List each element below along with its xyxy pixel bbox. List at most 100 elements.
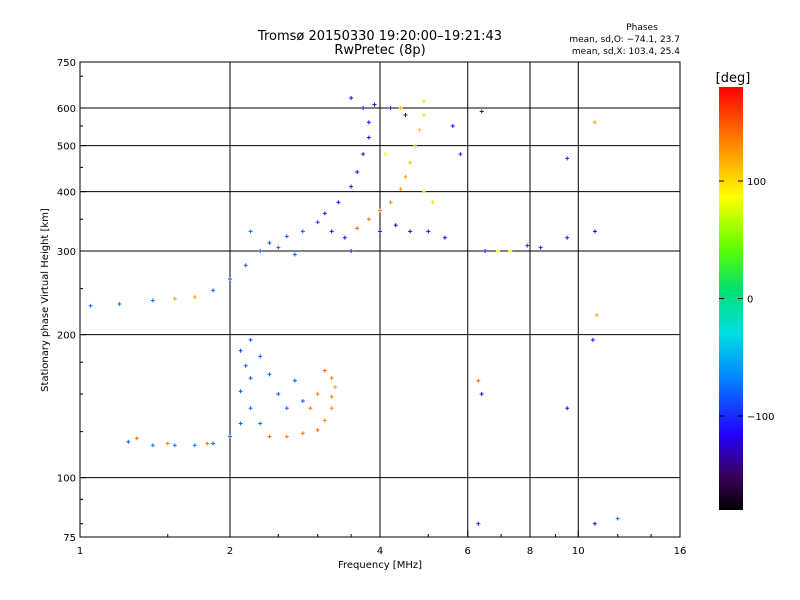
data-point [378,229,382,234]
data-point [117,302,122,306]
grid-lines [80,62,680,537]
phase-annotation-o: mean, sd,O: −74.1, 23.7 [569,35,680,45]
y-tick-label: 500 [57,142,76,153]
data-point [243,363,248,368]
colorbar-ticks: 100 0 −100 [719,177,774,423]
colorbar-tick-label: 100 [747,177,766,188]
data-point [300,229,305,234]
x-tick-label: 2 [227,546,233,557]
data-point [349,184,354,189]
data-point [349,96,354,100]
data-point [592,120,597,125]
data-point [378,208,382,213]
data-point [383,152,388,157]
y-tick-label: 600 [57,104,76,115]
data-point [238,348,243,353]
data-point [248,376,253,381]
data-point [165,441,170,446]
data-point [211,288,216,293]
x-tick-label: 6 [465,546,471,557]
data-point [479,109,484,114]
data-point [421,99,426,104]
y-axis-ticks: 75 100 200 300 400 500 600 750 [57,58,86,544]
data-point [615,516,620,521]
data-point [483,249,488,253]
data-point [192,443,197,448]
data-point [476,521,481,526]
data-point [565,235,570,240]
data-point [150,298,155,303]
data-point [258,421,263,426]
data-points [88,96,620,526]
data-point [267,240,272,245]
phase-annotation-x: mean, sd,X: 103.4, 25.4 [572,47,680,57]
data-point [372,102,377,107]
data-point [565,156,570,161]
data-point [442,235,447,240]
data-point [408,229,413,234]
y-tick-label: 100 [57,474,76,485]
colorbar-label: [deg] [716,71,751,86]
data-point [172,443,177,448]
x-axis-label: Frequency [MHz] [338,560,422,571]
data-point [243,263,248,268]
data-point [292,252,297,257]
data-point [258,249,263,253]
data-point [333,385,338,390]
data-point [126,439,131,444]
data-point [476,378,481,383]
chart-subtitle: RwPretec (8p) [334,43,425,58]
data-point [361,106,366,110]
y-tick-label: 75 [63,533,76,544]
data-point [322,368,327,373]
x-tick-label: 16 [674,546,687,557]
data-point [267,434,272,439]
data-point [322,418,327,423]
data-point [329,376,334,381]
data-point [496,249,500,253]
data-point [458,152,463,157]
data-point [150,443,155,448]
y-tick-label: 400 [57,188,76,199]
data-point [284,434,289,439]
data-point [248,337,253,342]
data-point [366,217,371,222]
data-point [205,441,210,446]
data-point [408,160,413,165]
data-point [403,113,408,117]
data-point [336,200,341,205]
data-point [134,436,139,441]
data-point [355,226,360,231]
data-point [479,392,484,396]
data-point [238,421,243,426]
data-point [308,406,313,411]
y-axis-label: Stationary phase Virtual Height [km] [40,208,51,392]
data-point [366,135,371,140]
data-point [594,313,599,317]
data-point [211,441,216,446]
colorbar-tick-label: −100 [747,412,774,423]
data-point [355,170,360,174]
data-point [248,406,253,411]
data-point [592,521,597,526]
x-tick-label: 4 [377,546,383,557]
data-point [300,431,305,436]
data-point [393,223,398,228]
data-point [430,200,435,205]
data-point [592,229,597,234]
data-point [450,124,455,128]
data-point [88,303,93,308]
x-tick-label: 8 [527,546,533,557]
data-point [342,235,347,240]
data-point [292,378,297,383]
data-point [172,296,177,301]
y-tick-label: 300 [57,247,76,258]
chart-title: Tromsø 20150330 19:20:00–19:21:43 [257,29,502,44]
x-tick-label: 10 [572,546,585,557]
data-point [565,406,570,411]
data-point [315,392,320,396]
data-point [426,229,431,234]
data-point [366,120,371,125]
data-point [248,229,253,234]
phase-annotation-heading: Phases [626,23,658,33]
